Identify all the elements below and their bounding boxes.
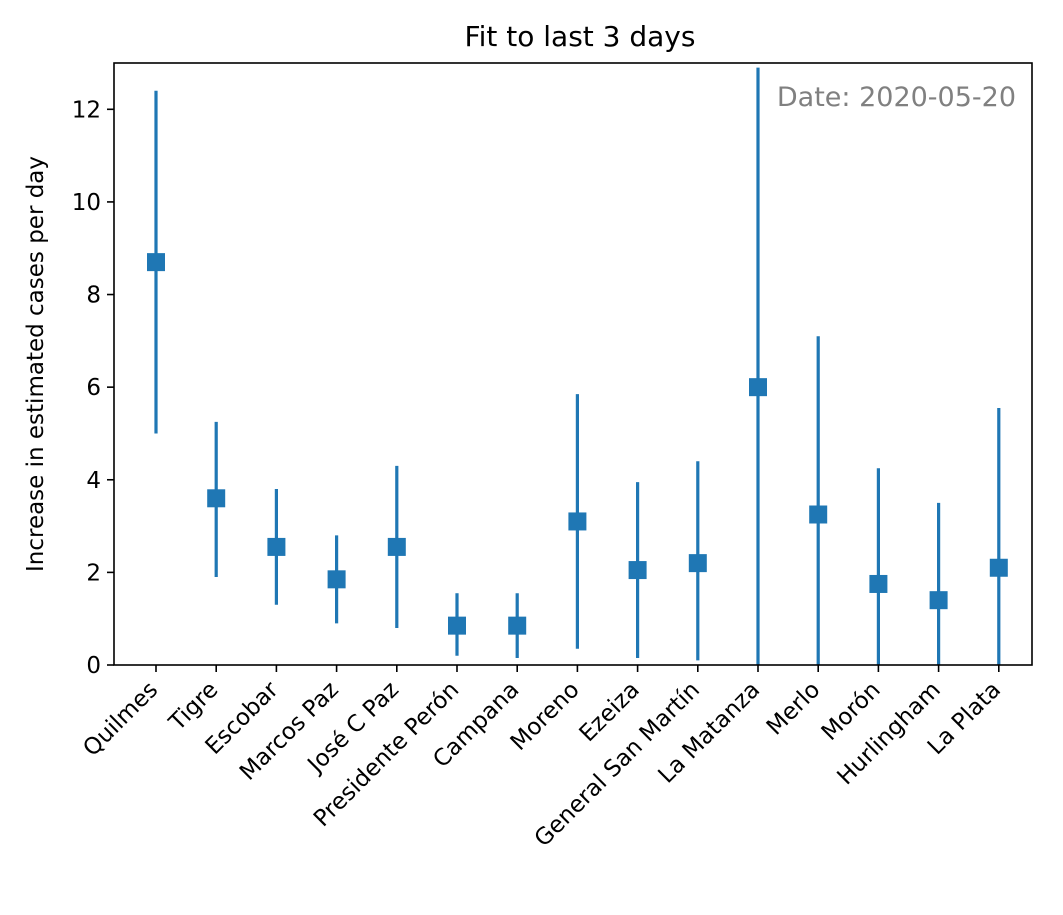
data-point xyxy=(929,591,948,610)
data-point xyxy=(387,537,406,556)
data-point xyxy=(448,616,466,635)
data-point xyxy=(749,378,767,397)
date-annotation: Date: 2020-05-20 xyxy=(777,82,1016,113)
y-tick-label: 4 xyxy=(86,468,101,494)
data-point xyxy=(688,554,707,573)
y-tick-label: 12 xyxy=(72,97,101,123)
y-tick-label: 6 xyxy=(86,375,101,401)
y-tick-label: 0 xyxy=(86,653,101,679)
data-point xyxy=(989,558,1008,577)
plot-frame xyxy=(113,62,1033,666)
data-point xyxy=(207,489,226,508)
x-tick-label: Quilmes xyxy=(78,677,163,762)
data-point xyxy=(327,570,346,589)
y-tick-label: 2 xyxy=(86,560,101,586)
y-tick-label: 8 xyxy=(86,283,101,309)
data-point xyxy=(869,574,888,593)
y-tick-label: 10 xyxy=(72,190,101,216)
data-point xyxy=(267,537,286,556)
series-marks xyxy=(147,67,1008,665)
data-point xyxy=(508,616,527,635)
data-point xyxy=(147,253,165,272)
data-point xyxy=(628,561,647,580)
data-point xyxy=(809,505,828,524)
x-tick-label: Merlo xyxy=(762,677,826,741)
y-axis-label: Increase in estimated cases per day xyxy=(23,156,49,572)
data-point xyxy=(568,512,587,531)
chart-title: Fit to last 3 days xyxy=(465,20,696,53)
